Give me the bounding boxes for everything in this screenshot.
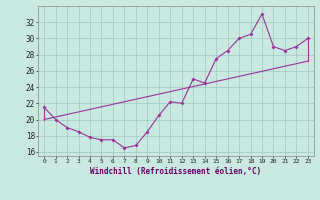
X-axis label: Windchill (Refroidissement éolien,°C): Windchill (Refroidissement éolien,°C) — [91, 167, 261, 176]
